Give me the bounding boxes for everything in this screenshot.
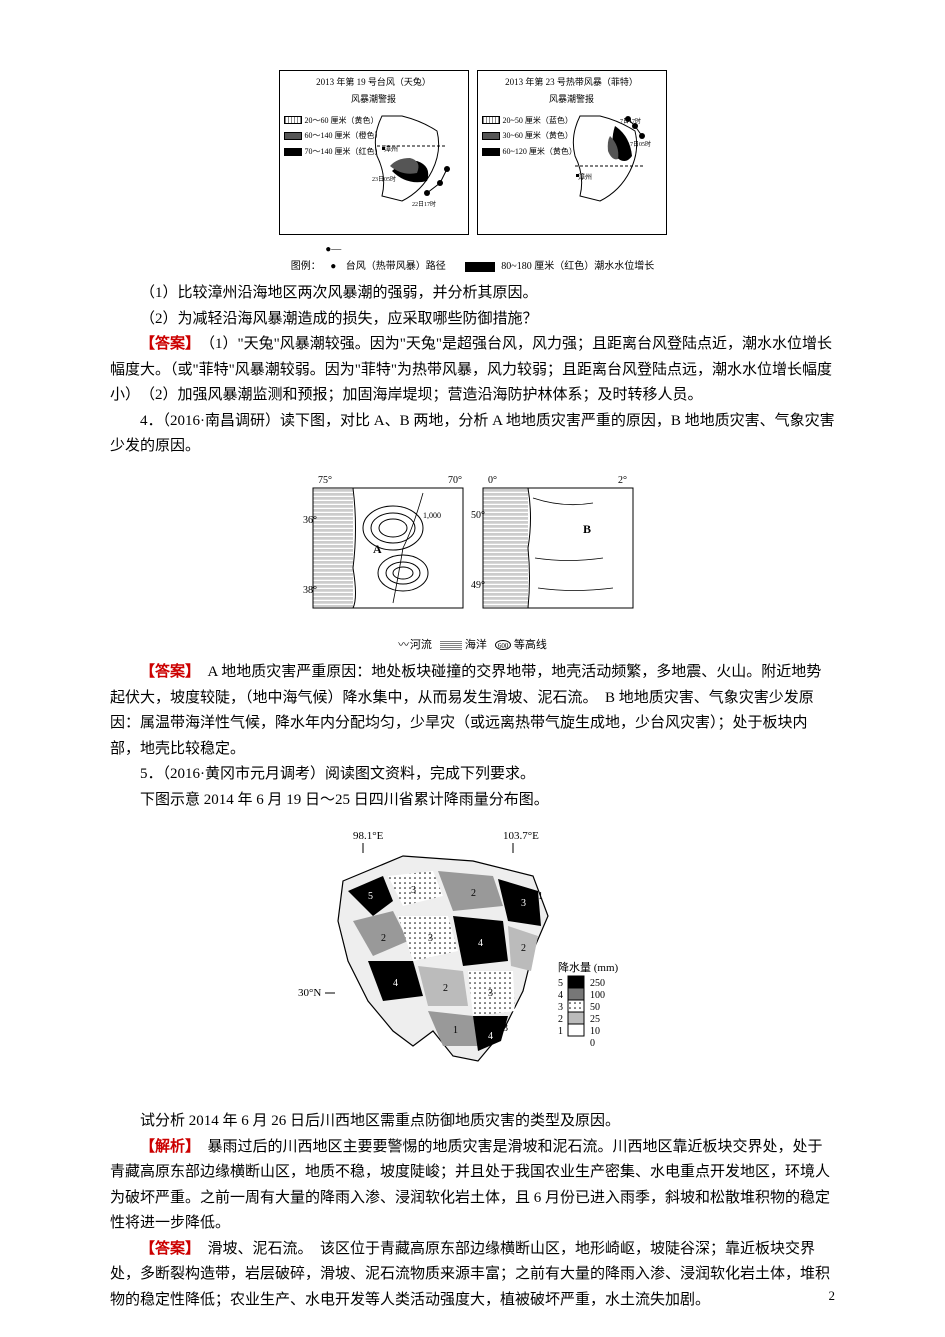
- explain-label: 【解析】: [140, 1139, 193, 1155]
- svg-text:22日17时: 22日17时: [412, 200, 436, 208]
- svg-text:5: 5: [558, 978, 563, 989]
- q5-intro: 5．（2016·黄冈市元月调考）阅读图文资料，完成下列要求。: [110, 762, 835, 788]
- swatch-icon: [284, 148, 302, 156]
- svg-text:1: 1: [538, 891, 543, 902]
- svg-text:0: 0: [590, 1038, 595, 1049]
- swatch-icon: [284, 132, 302, 140]
- ans3: 【答案】 （1）"天兔"风暴潮较强。因为"天兔"是超强台风，风力强；且距离台风登…: [110, 332, 835, 409]
- answer-label: 【答案】: [140, 664, 193, 680]
- svg-text:49°: 49°: [471, 580, 485, 591]
- svg-text:100: 100: [590, 990, 605, 1001]
- svg-text:4: 4: [488, 1031, 493, 1042]
- swatch-icon: [465, 262, 495, 272]
- svg-text:1,000: 1,000: [423, 511, 441, 520]
- sichuan-figure: 98.1°E 103.7°E 30°N 5 3 2: [110, 821, 835, 1101]
- svg-text:23日05时: 23日05时: [372, 175, 396, 183]
- q5-sub: 下图示意 2014 年 6 月 19 日～25 日四川省累计降雨量分布图。: [110, 788, 835, 814]
- answer-label: 【答案】: [140, 336, 193, 352]
- svg-text:98.1°E: 98.1°E: [353, 830, 384, 842]
- svg-text:A: A: [373, 542, 382, 556]
- swatch-icon: [284, 116, 302, 124]
- svg-text:2°: 2°: [618, 475, 627, 486]
- svg-text:1: 1: [453, 1025, 458, 1036]
- legend-below: 图例： ●—● 台风（热带风暴）路径 80~180 厘米（红色）潮水水位增长: [110, 241, 835, 275]
- svg-text:2: 2: [381, 933, 386, 944]
- contour-legend: 〰 河流 海洋 600 等高线: [110, 636, 835, 655]
- svg-text:3: 3: [411, 885, 416, 896]
- svg-text:7日17时: 7日17时: [620, 117, 641, 125]
- svg-text:4: 4: [478, 938, 483, 949]
- map-right-warn: 风暴潮警报: [482, 92, 662, 107]
- svg-text:50°: 50°: [471, 510, 485, 521]
- map-left: 2013 年第 19 号台风（天兔） 风暴潮警报 20～60 厘米（黄色） 60…: [279, 70, 469, 235]
- answer-label: 【答案】: [140, 1241, 193, 1257]
- svg-text:3: 3: [488, 988, 493, 999]
- svg-text:5: 5: [368, 891, 373, 902]
- contour-figure: 75° 70° 36° 38° A 1,000 0° 2° 50° 49°: [110, 468, 835, 628]
- svg-text:3: 3: [503, 1023, 508, 1034]
- contour-icon: 600: [495, 640, 511, 650]
- svg-text:1: 1: [558, 1026, 563, 1037]
- q4-intro: 4．（2016·南昌调研）读下图，对比 A、B 两地，分析 A 地地质灾害严重的…: [110, 409, 835, 460]
- svg-text:2: 2: [558, 1014, 563, 1025]
- path-icon: ●—●: [323, 241, 343, 275]
- svg-text:3: 3: [521, 898, 526, 909]
- q3-2: （2）为减轻沿海风暴潮造成的损失，应采取哪些防御措施？: [110, 307, 835, 333]
- svg-text:38°: 38°: [303, 585, 317, 596]
- svg-text:7日05时: 7日05时: [630, 140, 651, 148]
- map-left-shape: 漳州 22日17时 23日05时: [362, 111, 462, 211]
- svg-text:降水量 (mm): 降水量 (mm): [558, 960, 619, 974]
- svg-text:103.7°E: 103.7°E: [503, 830, 539, 842]
- q3-1: （1）比较漳州沿海地区两次风暴潮的强弱，并分析其原因。: [110, 281, 835, 307]
- svg-text:2: 2: [471, 888, 476, 899]
- swatch-icon: [482, 116, 500, 124]
- map-left-warn: 风暴潮警报: [284, 92, 464, 107]
- svg-text:0°: 0°: [488, 475, 497, 486]
- map-right-shape: 漳州 7日05时 7日17时: [560, 111, 660, 211]
- svg-text:4: 4: [393, 978, 398, 989]
- svg-text:4: 4: [558, 990, 563, 1001]
- ans5: 【答案】 滑坡、泥石流。 该区位于青藏高原东部边缘横断山区，地形崎岖，坡陡谷深；…: [110, 1237, 835, 1314]
- svg-text:B: B: [583, 522, 591, 536]
- explain5: 【解析】 暴雨过后的川西地区主要要警惕的地质灾害是滑坡和泥石流。川西地区靠近板块…: [110, 1135, 835, 1237]
- river-icon: 〰: [398, 639, 407, 651]
- svg-text:25: 25: [590, 1014, 600, 1025]
- typhoon-maps: 2013 年第 19 号台风（天兔） 风暴潮警报 20～60 厘米（黄色） 60…: [110, 70, 835, 235]
- map-right: 2013 年第 23 号热带风暴（菲特） 风暴潮警报 20~50 厘米（蓝色） …: [477, 70, 667, 235]
- svg-text:30°N: 30°N: [298, 987, 321, 999]
- map-left-title: 2013 年第 19 号台风（天兔）: [284, 75, 464, 90]
- svg-text:36°: 36°: [303, 515, 317, 526]
- swatch-icon: [482, 132, 500, 140]
- svg-text:70°: 70°: [448, 475, 462, 486]
- sea-icon: [440, 640, 462, 650]
- page-number: 2: [829, 1285, 836, 1307]
- svg-text:50: 50: [590, 1002, 600, 1013]
- svg-text:250: 250: [590, 978, 605, 989]
- q5-q: 试分析 2014 年 6 月 26 日后川西地区需重点防御地质灾害的类型及原因。: [110, 1109, 835, 1135]
- svg-text:10: 10: [590, 1026, 600, 1037]
- ans4: 【答案】 A 地地质灾害严重原因：地处板块碰撞的交界地带，地壳活动频繁，多地震、…: [110, 660, 835, 762]
- map-right-title: 2013 年第 23 号热带风暴（菲特）: [482, 75, 662, 90]
- svg-text:漳州: 漳州: [578, 172, 592, 181]
- zhangzhou-label: 漳州: [384, 144, 398, 153]
- svg-text:75°: 75°: [318, 475, 332, 486]
- svg-text:3: 3: [558, 1002, 563, 1013]
- svg-text:3: 3: [428, 933, 433, 944]
- svg-text:2: 2: [521, 943, 526, 954]
- swatch-icon: [482, 148, 500, 156]
- svg-text:2: 2: [443, 983, 448, 994]
